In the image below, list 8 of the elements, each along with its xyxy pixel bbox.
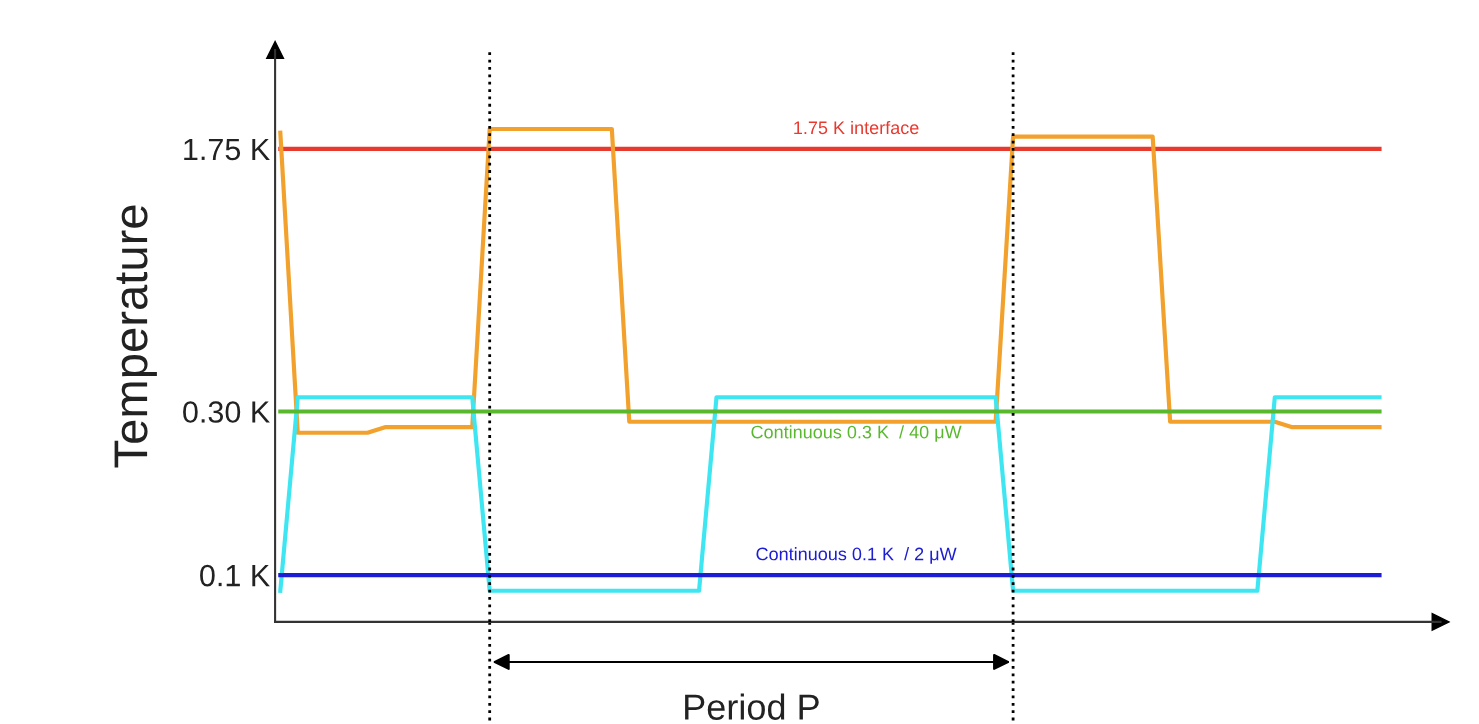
y-tick-label: 0.30 K [183, 401, 270, 423]
series-label: 1.75 K interface [794, 120, 919, 135]
y-tick-label: 1.75 K [184, 138, 270, 161]
text: Period P [685, 693, 819, 720]
y-axis-title: Temperature [114, 205, 157, 468]
y-tick-label: 0.1 K [200, 564, 270, 587]
series-label: Continuous 0.1 K / 2 μW [756, 547, 957, 564]
series-label: Continuous 0.3 K / 40 μW [751, 425, 962, 442]
